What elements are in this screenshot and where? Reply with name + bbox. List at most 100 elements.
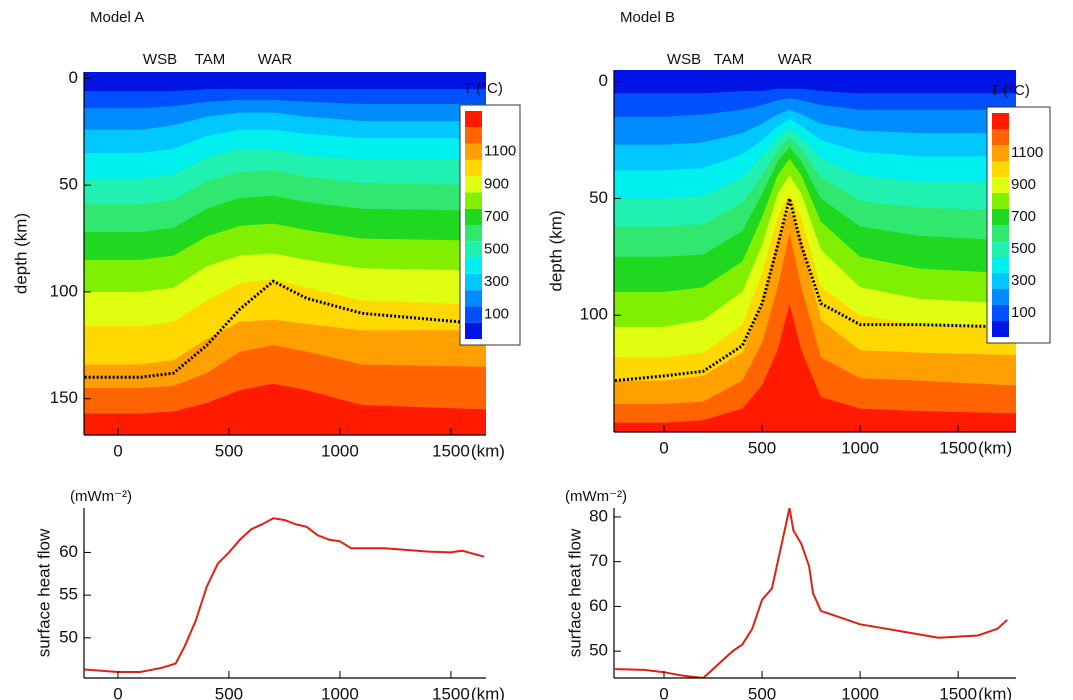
colorbar-label: 100 [484,306,509,323]
region-label: WSB [143,51,177,68]
colorbar-swatch [465,143,482,160]
colorbar-title: T (°C) [463,80,503,97]
colorbar-swatch [992,273,1009,289]
y-tick-label: 80 [589,506,608,525]
x-axis-unit: (km) [978,438,1012,457]
colorbar-swatch [992,241,1009,257]
colorbar-label: 700 [1011,208,1036,225]
colorbar-swatch [465,306,482,323]
colorbar-swatch [465,225,482,242]
x-tick-label: 0 [113,441,122,460]
y-tick-label: 150 [50,388,78,407]
colorbar-swatch [465,127,482,144]
colorbar-swatch [992,193,1009,209]
y-tick-label: 50 [59,175,78,194]
x-tick-label: 1500 [432,684,470,700]
colorbar-swatch [465,159,482,177]
y-tick-label: 50 [589,641,608,660]
colorbar-swatch [465,208,482,225]
colorbar-swatch [992,129,1009,145]
region-label: WAR [258,51,293,68]
lab-boundary [84,279,485,379]
colorbar-label: 300 [484,273,509,290]
x-tick-label: 1500 [939,684,977,700]
y-tick-label: 50 [589,188,608,207]
x-tick-label: 1000 [841,684,879,700]
colorbar-swatch [465,257,482,274]
colorbar-swatch [465,111,482,128]
plot-area [84,517,485,673]
y-axis-label: surface heat flow [34,528,53,657]
colorbar-swatch [465,192,482,209]
x-tick-label: 1000 [321,684,359,700]
plot-area [614,70,1016,432]
colorbar-swatch [992,209,1009,225]
colorbar-swatch [992,177,1009,193]
x-axis-unit: (km) [471,684,505,700]
plot-area [84,72,486,435]
x-tick-label: 500 [215,441,243,460]
temperature-band [614,210,1016,432]
colorbar-swatch [992,161,1009,177]
region-label: TAM [714,51,745,68]
y-tick-label: 0 [69,68,78,87]
x-tick-label: 1500 [432,441,470,460]
y-axis-label: depth (km) [11,213,30,294]
plot-area [614,508,1008,678]
colorbar-swatch [992,321,1009,337]
panel-title: Model A [90,9,144,26]
unit-label: (mWm⁻²) [565,488,627,505]
y-tick-label: 60 [59,542,78,561]
colorbar-label: 900 [484,175,509,192]
region-label: TAM [195,51,226,68]
y-axis-label: depth (km) [546,210,565,291]
colorbar-label: 500 [1011,240,1036,257]
x-axis-unit: (km) [471,441,505,460]
panel-title: Model B [620,9,675,26]
colorbar-swatch [465,176,482,193]
colorbar-swatch [992,305,1009,321]
y-tick-label: 100 [580,305,608,324]
colorbar-swatch [465,322,482,339]
colorbar-label: 900 [1011,176,1036,193]
y-tick-label: 0 [599,71,608,90]
unit-label: (mWm⁻²) [70,488,132,505]
colorbar-swatch [465,241,482,258]
temperature-band [614,233,1016,432]
heat-flow-line [84,517,485,673]
colorbar-swatch [992,257,1009,273]
x-tick-label: 1500 [939,438,977,457]
colorbar-swatch [992,113,1009,129]
colorbar-label: 100 [1011,304,1036,321]
x-tick-label: 500 [748,684,776,700]
temperature-band [614,303,1016,432]
x-tick-label: 500 [748,438,776,457]
colorbar-label: 300 [1011,272,1036,289]
y-tick-label: 70 [589,551,608,570]
colorbar-label: 500 [484,240,509,257]
x-axis-unit: (km) [978,684,1012,700]
x-tick-label: 0 [113,684,122,700]
colorbar-swatch [992,145,1009,161]
colorbar-label: 1100 [484,143,516,160]
y-axis-label: surface heat flow [565,528,584,657]
x-tick-label: 1000 [841,438,879,457]
colorbar-label: 1100 [1011,144,1043,161]
colorbar-swatch [992,289,1009,305]
colorbar-swatch [465,290,482,307]
colorbar-swatch [992,225,1009,241]
colorbar-swatch [465,273,482,291]
temperature-band [84,383,486,435]
y-tick-label: 55 [59,585,78,604]
x-tick-label: 500 [215,684,243,700]
x-tick-label: 0 [659,438,668,457]
colorbar-label: 700 [484,208,509,225]
x-tick-label: 0 [659,684,668,700]
heat-flow-line [614,508,1008,678]
y-tick-label: 100 [50,281,78,300]
y-tick-label: 50 [59,627,78,646]
region-label: WAR [778,51,813,68]
colorbar-title: T (°C) [990,82,1030,99]
y-tick-label: 60 [589,596,608,615]
